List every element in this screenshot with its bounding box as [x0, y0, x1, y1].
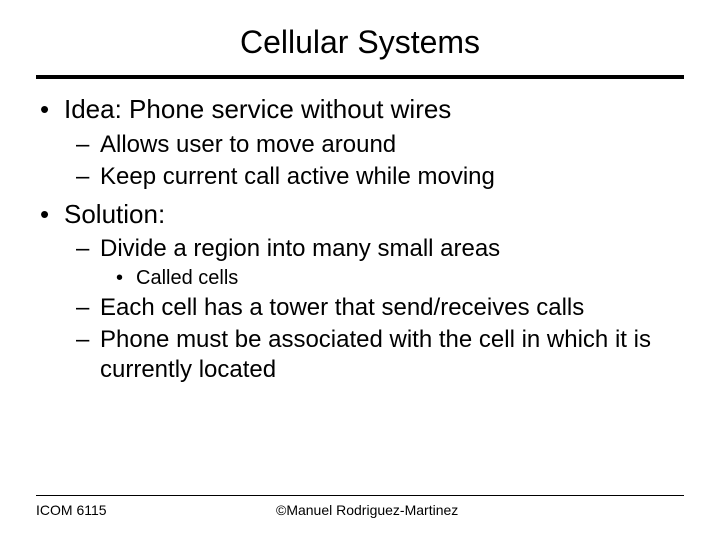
- bullet-lvl2: Keep current call active while moving: [36, 162, 684, 192]
- footer-course: ICOM 6115: [36, 502, 236, 518]
- bullet-lvl2: Allows user to move around: [36, 130, 684, 160]
- slide: Cellular Systems Idea: Phone service wit…: [0, 0, 720, 540]
- footer-copyright: ©Manuel Rodriguez-Martinez: [236, 502, 684, 518]
- bullet-lvl1: Solution:: [36, 198, 684, 231]
- bullet-lvl1: Idea: Phone service without wires: [36, 93, 684, 126]
- footer-area: ICOM 6115 ©Manuel Rodriguez-Martinez: [36, 495, 684, 518]
- bullet-lvl2: Each cell has a tower that send/receives…: [36, 293, 684, 323]
- slide-title: Cellular Systems: [36, 24, 684, 61]
- footer-divider: [36, 495, 684, 496]
- bullet-lvl2: Divide a region into many small areas: [36, 234, 684, 264]
- slide-body: Idea: Phone service without wires Allows…: [36, 93, 684, 385]
- bullet-lvl3: Called cells: [36, 266, 684, 291]
- footer: ICOM 6115 ©Manuel Rodriguez-Martinez: [36, 502, 684, 518]
- bullet-lvl2: Phone must be associated with the cell i…: [36, 325, 684, 385]
- title-divider: [36, 75, 684, 79]
